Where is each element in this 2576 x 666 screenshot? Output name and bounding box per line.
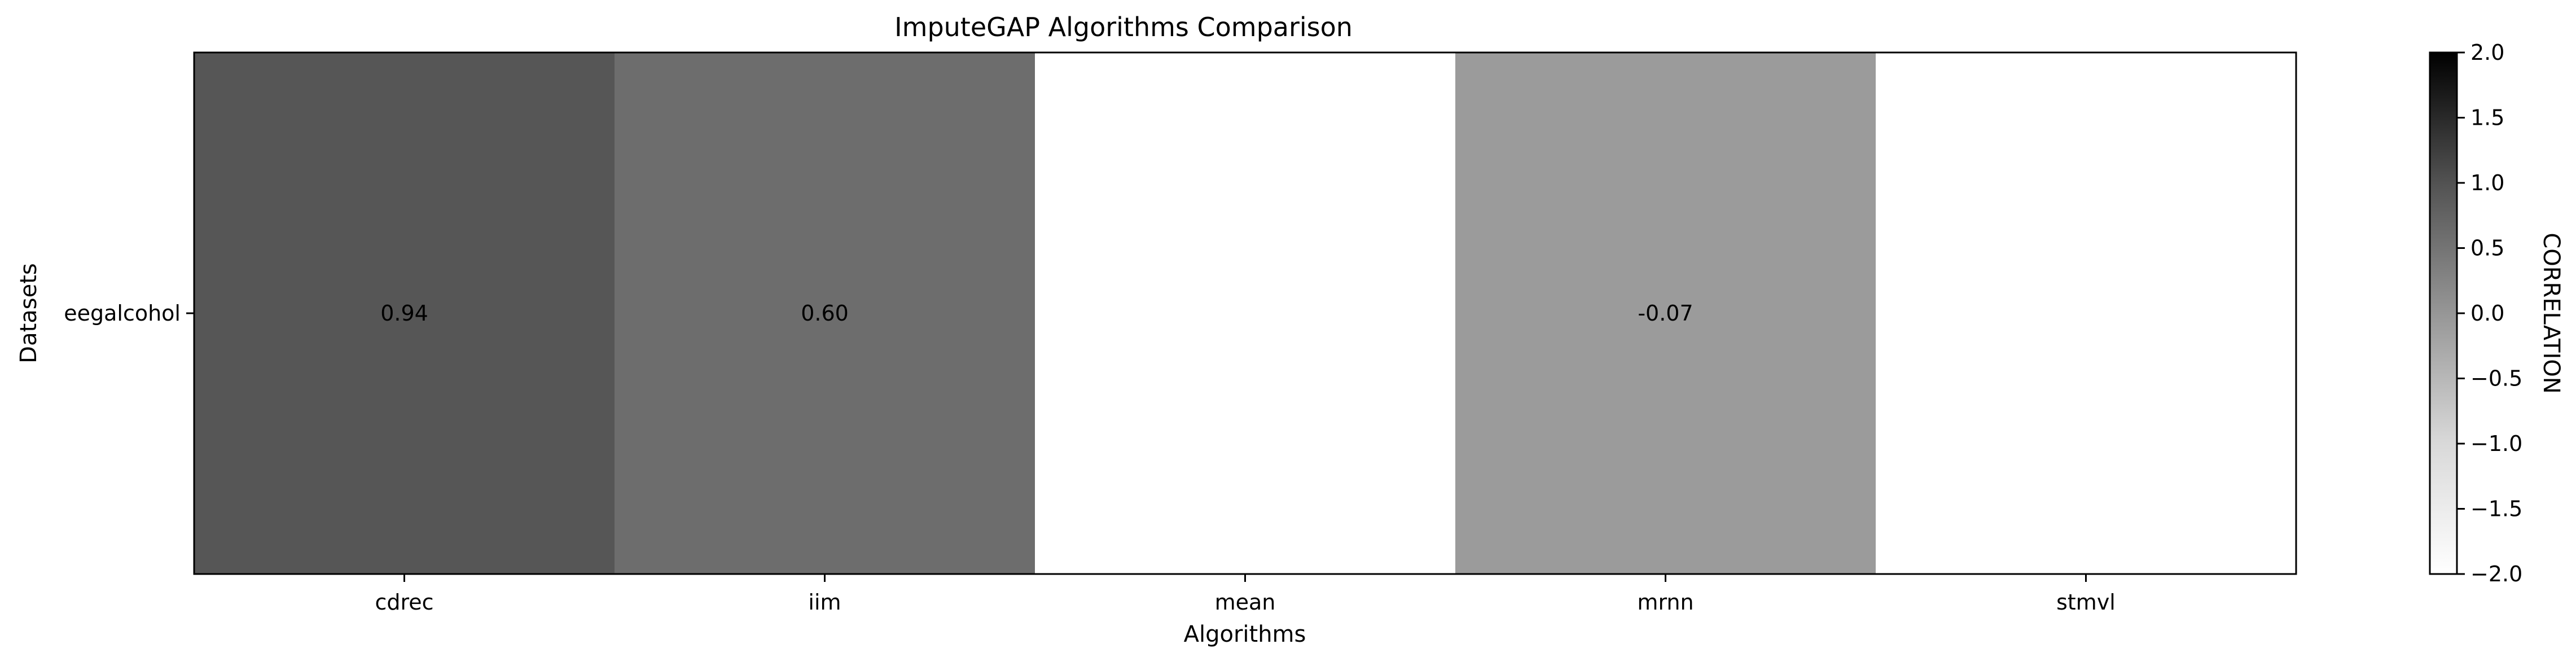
colorbar-tick-label: 1.0 [2470,170,2504,195]
colorbar-tick-label: 0.0 [2470,301,2504,326]
x-tick-label: cdrec [375,590,433,615]
colorbar-tick-label: −1.0 [2470,431,2522,456]
colorbar: 2.0 1.5 1.0 0.5 0.0 −0.5 −1.0 −1.5 −2.0 CORRELAT… [2429,40,2564,586]
colorbar-ticks: 2.0 1.5 1.0 0.5 0.0 −0.5 −1.0 −1.5 −2.0 [2457,40,2522,586]
y-axis-label: Datasets [16,263,42,363]
x-axis-label: Algorithms [1184,621,1306,647]
chart-title: ImputeGAP Algorithms Comparison [894,12,1353,42]
heatmap-cell-iim [615,52,1035,574]
colorbar-tick-label: −0.5 [2470,366,2522,391]
heatmap-cell-mrnn [1455,52,1876,574]
colorbar-tick-label: −1.5 [2470,497,2522,522]
x-tick-label: iim [808,590,841,615]
x-axis-ticks: cdrec iim mean mrnn stmvl [375,574,2116,615]
x-tick-label: stmvl [2056,590,2116,615]
colorbar-tick-label: −2.0 [2470,562,2522,586]
colorbar-label: CORRELATION [2538,233,2564,393]
y-axis-ticks: eegalcohol [64,301,194,326]
x-tick-label: mrnn [1637,590,1693,615]
y-tick-label: eegalcohol [64,301,181,326]
heatmap-cell-mean [1035,52,1456,574]
colorbar-tick-label: 0.5 [2470,236,2504,261]
cell-value-label: 0.94 [380,301,428,326]
x-tick-label: mean [1215,590,1276,615]
heatmap-cell-cdrec [194,52,615,574]
colorbar-tick-label: 2.0 [2470,40,2504,65]
heatmap-cell-labels: 0.94 0.60 -0.07 [380,301,1693,326]
cell-value-label: 0.60 [801,301,849,326]
heatmap-cell-stmvl [1876,52,2297,574]
heatmap-cells [194,52,2297,574]
cell-value-label: -0.07 [1638,301,1693,326]
colorbar-tick-label: 1.5 [2470,106,2504,130]
colorbar-gradient [2429,51,2458,575]
